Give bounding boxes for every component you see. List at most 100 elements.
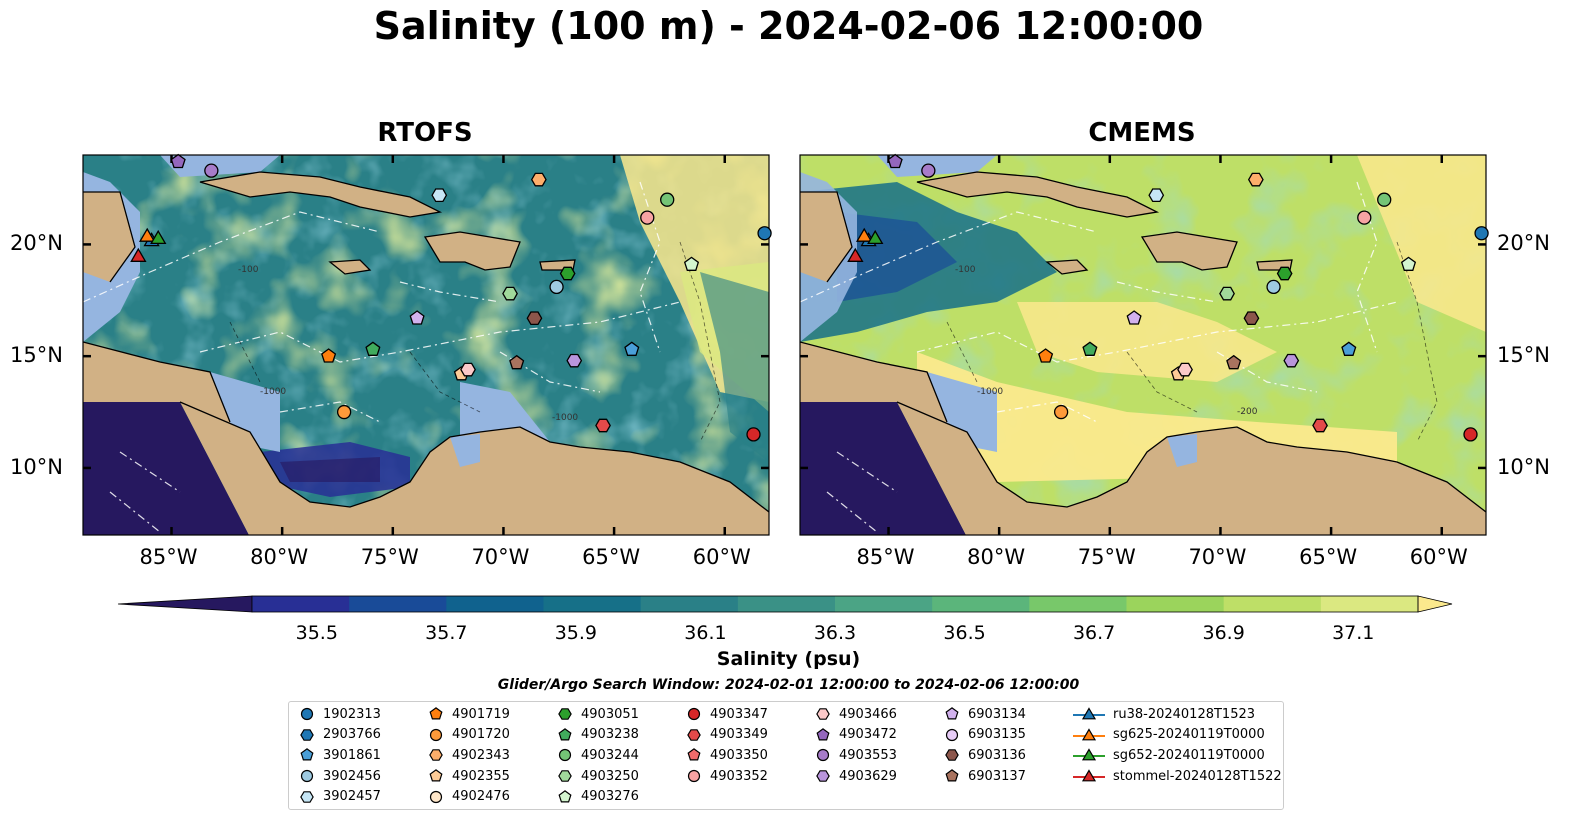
legend-item-label: 4903244 — [581, 747, 639, 763]
contour-label: -1000 — [260, 387, 286, 397]
observation-marker-4903472[interactable] — [170, 153, 186, 169]
circle-marker-icon — [300, 707, 314, 721]
colorbar-segment — [1029, 596, 1128, 612]
pentagon-marker-icon — [558, 727, 572, 741]
observation-marker-4903051[interactable] — [559, 266, 576, 281]
observation-marker-sg625-20240119T0000[interactable] — [855, 227, 873, 242]
observation-marker-4903276[interactable] — [1400, 256, 1417, 271]
panel-title-cmems: CMEMS — [1088, 118, 1196, 148]
observation-marker-4903472[interactable] — [887, 153, 903, 169]
observation-marker-6903136[interactable] — [526, 311, 543, 326]
contour-label: -100 — [238, 265, 259, 275]
contour-label: -200 — [1237, 407, 1258, 417]
observation-marker-6903137[interactable] — [509, 354, 525, 370]
observation-marker-4902343[interactable] — [1247, 172, 1264, 187]
observation-marker-stommel-20240128T1522[interactable] — [847, 247, 864, 262]
pentagon-marker-icon — [816, 727, 830, 741]
observation-marker-4903244[interactable] — [1377, 192, 1392, 207]
legend-item-label: 4903629 — [839, 768, 897, 784]
legend-item-label: 4903466 — [839, 706, 897, 722]
lat-tick-label: 20°N — [10, 231, 63, 256]
observation-marker-4903466[interactable] — [460, 362, 476, 377]
observation-marker-4903553[interactable] — [921, 163, 936, 178]
legend-item: 4903349 — [684, 725, 768, 745]
observation-marker-4903244[interactable] — [660, 192, 675, 207]
observation-marker-4903553[interactable] — [204, 163, 219, 178]
observation-marker-3902456[interactable] — [549, 279, 564, 295]
legend-item: 4902476 — [426, 787, 510, 807]
observation-marker-4903466[interactable] — [1177, 362, 1193, 377]
observation-marker-6903134[interactable] — [1126, 310, 1142, 325]
observation-marker-4903250[interactable] — [1219, 286, 1235, 301]
lon-tick-label: 85°W — [139, 545, 198, 569]
observation-marker-4903238[interactable] — [1082, 341, 1098, 356]
observation-marker-4903276[interactable] — [683, 256, 700, 271]
observation-marker-4903629[interactable] — [566, 353, 583, 368]
legend-item-label: 4903347 — [710, 706, 768, 722]
observation-marker-4903349[interactable] — [595, 418, 611, 433]
legend-item: 3902457 — [297, 787, 381, 807]
observation-marker-4903051[interactable] — [1276, 266, 1293, 281]
observation-marker-3902457[interactable] — [1148, 188, 1165, 203]
observation-marker-sg652-20240119T0000[interactable] — [867, 229, 884, 245]
legend-item-label: 4903350 — [710, 747, 768, 763]
search-window-note: Glider/Argo Search Window: 2024-02-01 12… — [497, 677, 1080, 693]
colorbar-segment — [1320, 596, 1419, 612]
colorbar — [117, 595, 1453, 613]
colorbar-tick-label: 35.7 — [425, 622, 468, 644]
legend-item-label: 6903136 — [968, 747, 1026, 763]
observation-marker-4903238[interactable] — [365, 341, 381, 356]
observation-marker-6903137[interactable] — [1226, 354, 1242, 370]
observation-marker-4903352[interactable] — [1357, 210, 1372, 225]
observation-marker-4903352[interactable] — [640, 210, 655, 225]
observation-marker-4903347[interactable] — [1463, 427, 1478, 442]
observation-marker-sg625-20240119T0000[interactable] — [138, 227, 156, 242]
colorbar-segment — [446, 596, 545, 612]
colorbar-segment — [932, 596, 1030, 612]
observation-markers — [130, 153, 772, 442]
circle-marker-icon — [945, 728, 959, 741]
legend-item: 4903350 — [684, 745, 768, 765]
lon-tick-label: 70°W — [471, 545, 530, 569]
legend-item-label: 4902476 — [452, 789, 510, 805]
legend-item-label: 3902456 — [323, 768, 381, 784]
legend-item-label: 6903135 — [968, 727, 1026, 743]
observation-marker-3902457[interactable] — [431, 188, 448, 203]
hexagon-marker-icon — [300, 728, 314, 741]
legend-item: 4902355 — [426, 766, 510, 786]
lat-tick-label: 20°N — [1497, 231, 1550, 256]
observation-marker-4902343[interactable] — [530, 172, 547, 187]
observation-marker-3901861[interactable] — [624, 341, 640, 356]
observation-marker-1902313[interactable] — [1474, 226, 1489, 241]
legend-item: 4903051 — [555, 704, 639, 724]
circle-marker-icon — [558, 749, 572, 762]
observation-marker-4901720[interactable] — [1053, 404, 1069, 420]
triangle-marker-icon — [1073, 727, 1105, 741]
observation-marker-4903347[interactable] — [746, 427, 761, 442]
observation-marker-4901719[interactable] — [1038, 348, 1054, 363]
observation-marker-3902456[interactable] — [1266, 279, 1281, 295]
legend-item: 1902313 — [297, 704, 381, 724]
colorbar-extend-high — [1417, 595, 1453, 613]
legend-item: 2903766 — [297, 725, 381, 745]
observation-marker-3901861[interactable] — [1341, 341, 1357, 356]
lon-tick-label: 60°W — [692, 545, 751, 569]
observation-marker-stommel-20240128T1522[interactable] — [130, 247, 147, 262]
observation-marker-sg652-20240119T0000[interactable] — [150, 229, 167, 245]
observation-marker-4903629[interactable] — [1283, 353, 1300, 368]
observation-marker-4903250[interactable] — [502, 286, 518, 301]
observation-marker-4901720[interactable] — [336, 404, 352, 420]
observation-marker-4901719[interactable] — [321, 348, 337, 363]
colorbar-segment — [835, 596, 933, 612]
legend-item: 4902343 — [426, 745, 510, 765]
colorbar-tick-label: 36.9 — [1202, 622, 1245, 644]
legend-item: 6903137 — [942, 766, 1026, 786]
pentagon-marker-icon — [558, 789, 572, 803]
observation-marker-6903134[interactable] — [409, 310, 425, 325]
observation-marker-1902313[interactable] — [757, 226, 772, 241]
observation-marker-4903349[interactable] — [1312, 418, 1328, 433]
colorbar-extend-low — [117, 595, 253, 613]
observation-marker-6903136[interactable] — [1243, 311, 1260, 326]
triangle-marker-icon — [1073, 769, 1105, 782]
lat-tick-label: 15°N — [1497, 343, 1550, 368]
